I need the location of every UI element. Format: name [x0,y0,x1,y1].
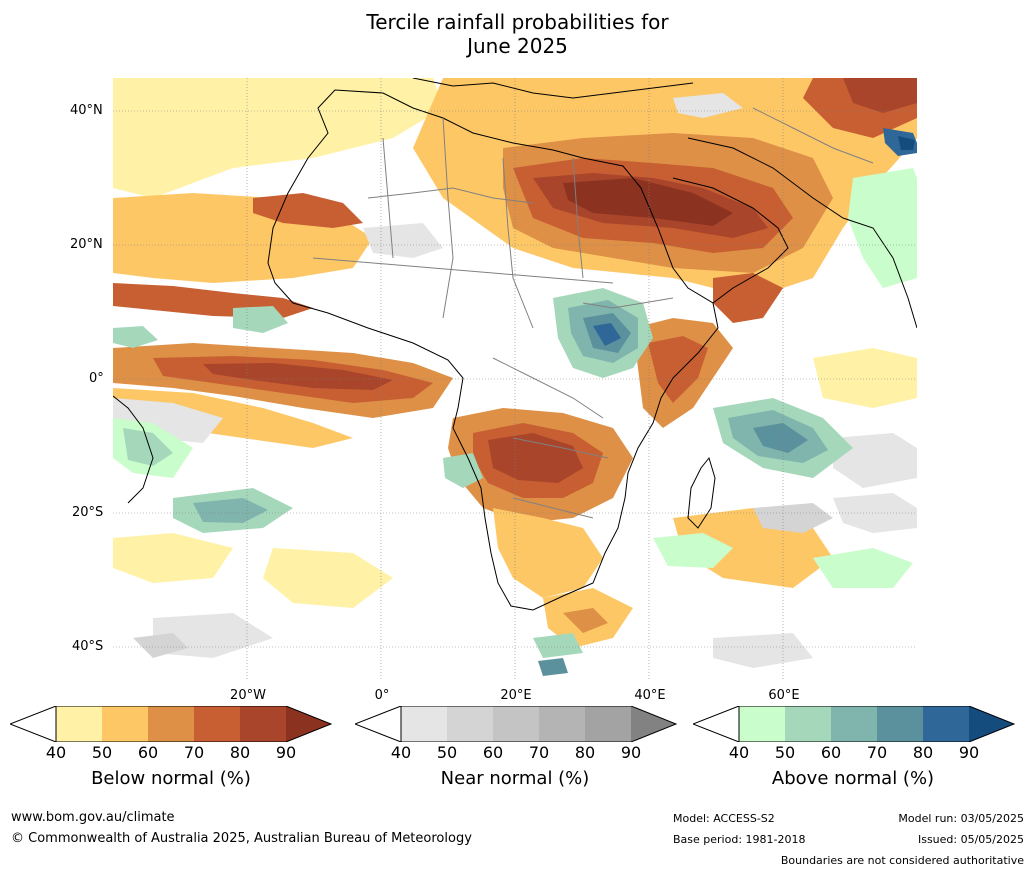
rainfall-probability-map [113,78,917,680]
above-tick-80: 80 [912,743,934,762]
base-period-text: Base period: 1981-2018 [673,833,806,846]
colorbar-2-swatch-2 [831,706,877,742]
bom-url-link[interactable]: www.bom.gov.au/climate [11,810,175,825]
country-borders [312,107,874,519]
colorbar-0-swatch-5 [286,706,331,742]
colorbar-1-swatch-4 [585,706,631,742]
near-tick-90: 90 [620,743,642,762]
model-run-text: Model run: 03/05/2025 [898,812,1024,825]
below-normal-regions [113,78,917,648]
colorbar-1-swatch-5 [631,706,676,742]
colorbar-2-swatch-5 [969,706,1014,742]
colorbar-2-swatch-3 [877,706,923,742]
colorbar-near-normal [355,706,677,742]
below-tick-90: 90 [275,743,297,762]
colorbar-0-swatch-3 [194,706,240,742]
below-tick-50: 50 [91,743,113,762]
colorbar-1-swatch-2 [493,706,539,742]
issued-text: Issued: 05/05/2025 [917,833,1024,846]
below-tick-70: 70 [183,743,205,762]
colorbar-0-swatch-1 [102,706,148,742]
lat-label-20n: 20°N [70,237,103,252]
below-tick-60: 60 [137,743,159,762]
colorbar-below-normal [10,706,332,742]
above-normal-title: Above normal (%) [771,768,935,789]
below-tick-80: 80 [229,743,251,762]
colorbar-1-swatch-1 [447,706,493,742]
near-tick-70: 70 [528,743,550,762]
colorbar-above-normal [693,706,1015,742]
graticule [113,78,917,680]
colorbar-2-swatch-4 [923,706,969,742]
title-line-1: Tercile rainfall probabilities for [366,10,669,34]
lat-label-20s: 20°S [72,505,104,520]
below-normal-title: Below normal (%) [91,768,251,789]
near-tick-60: 60 [482,743,504,762]
colorbar-1-swatch-0 [401,706,447,742]
lon-label-60e: 60°E [768,688,800,703]
lon-label-40e: 40°E [634,688,666,703]
above-tick-50: 50 [774,743,796,762]
lon-label-20w: 20°W [230,688,266,703]
boundaries-disclaimer: Boundaries are not considered authoritat… [780,854,1024,867]
model-text: Model: ACCESS-S2 [673,812,775,825]
colorbar-2-swatch-1 [785,706,831,742]
colorbar-0-swatch-4 [240,706,286,742]
above-tick-60: 60 [820,743,842,762]
colorbar-1-swatch-3 [539,706,585,742]
above-tick-40: 40 [728,743,750,762]
near-normal-title: Near normal (%) [440,768,590,789]
near-tick-50: 50 [436,743,458,762]
lat-label-40s: 40°S [72,639,104,654]
above-normal-regions [113,128,917,676]
lon-label-20e: 20°E [500,688,532,703]
above-tick-90: 90 [958,743,980,762]
below-tick-40: 40 [45,743,67,762]
above-tick-70: 70 [866,743,888,762]
colorbar-0-swatch-2 [148,706,194,742]
lat-label-40n: 40°N [70,103,103,118]
near-tick-40: 40 [390,743,412,762]
lat-label-equator: 0° [89,371,104,386]
title-line-2: June 2025 [467,34,568,58]
copyright-text: © Commonwealth of Australia 2025, Austra… [11,831,472,846]
map-title: Tercile rainfall probabilities for June … [0,10,1035,58]
near-tick-80: 80 [574,743,596,762]
colorbar-2-swatch-0 [739,706,785,742]
colorbar-0-swatch-0 [56,706,102,742]
lon-label-0: 0° [374,688,390,703]
